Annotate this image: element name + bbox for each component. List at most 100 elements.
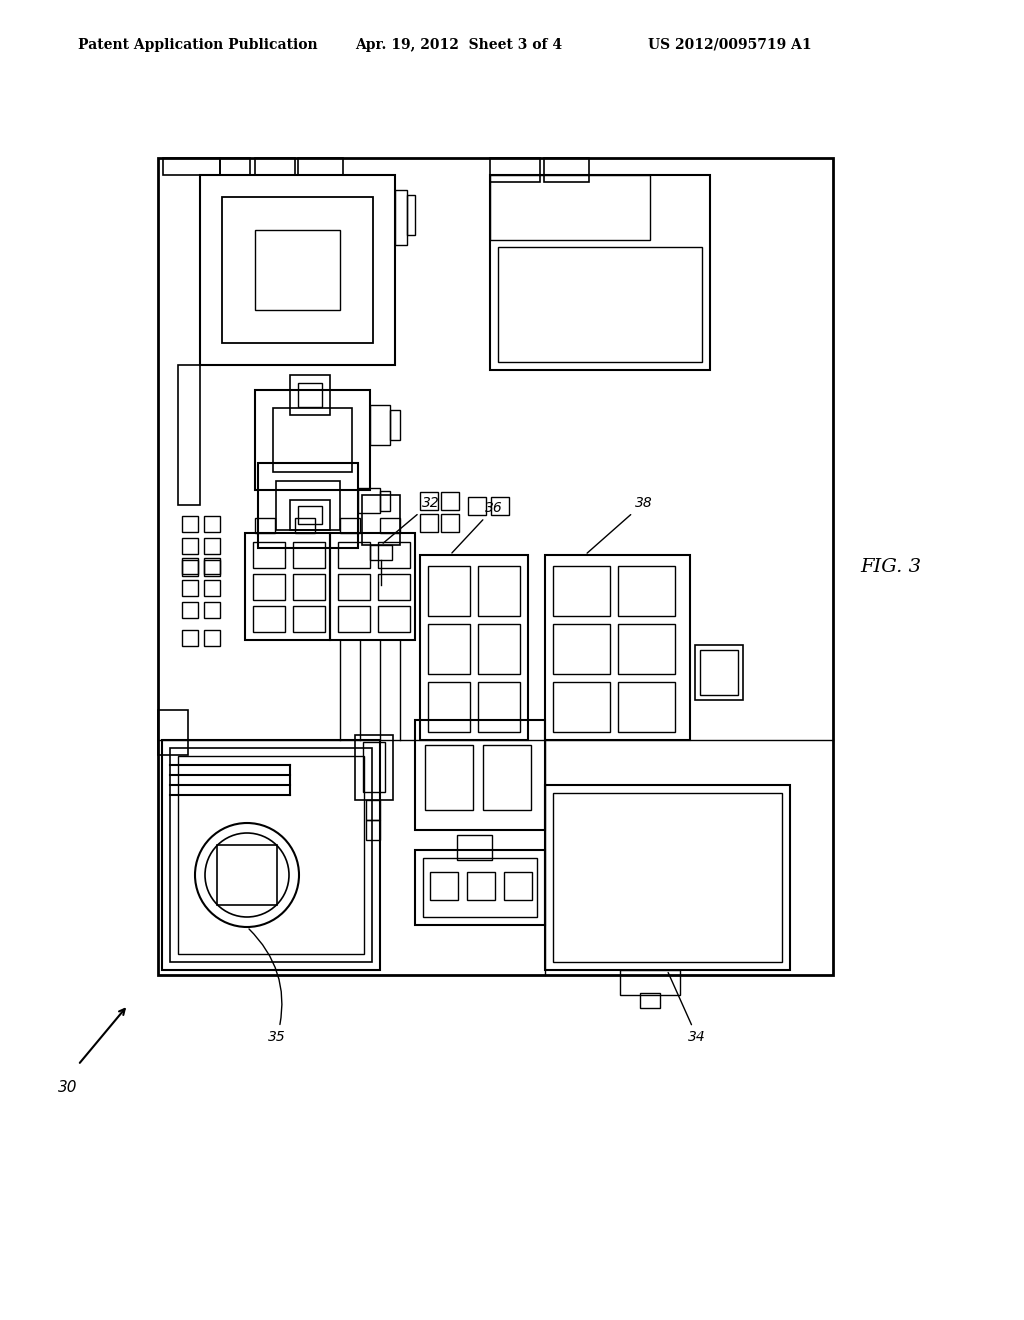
Bar	[553, 624, 610, 675]
Bar	[695, 645, 743, 700]
Bar	[378, 574, 410, 601]
Text: 36: 36	[452, 502, 503, 553]
Text: 35: 35	[249, 929, 286, 1044]
Bar	[182, 558, 198, 574]
Bar	[293, 574, 325, 601]
Bar	[420, 554, 528, 741]
Bar	[483, 744, 531, 810]
Text: US 2012/0095719 A1: US 2012/0095719 A1	[648, 38, 812, 51]
Bar	[182, 539, 198, 554]
Bar	[290, 500, 330, 531]
Bar	[217, 845, 278, 906]
Bar	[253, 606, 285, 632]
Bar	[478, 566, 520, 616]
Bar	[182, 579, 198, 597]
Bar	[355, 735, 393, 800]
Bar	[340, 517, 360, 533]
Bar	[441, 492, 459, 510]
Bar	[553, 682, 610, 733]
Bar	[362, 495, 400, 545]
Bar	[182, 516, 198, 532]
Bar	[378, 606, 410, 632]
Bar	[428, 624, 470, 675]
Bar	[415, 850, 545, 925]
Bar	[428, 682, 470, 733]
Bar	[338, 606, 370, 632]
Bar	[200, 176, 395, 366]
Bar	[222, 197, 373, 343]
Bar	[380, 491, 390, 511]
Bar	[220, 158, 250, 176]
Bar	[158, 710, 188, 755]
Bar	[170, 748, 372, 962]
Bar	[293, 543, 325, 568]
Bar	[640, 993, 660, 1008]
Bar	[490, 158, 540, 182]
Bar	[162, 741, 380, 970]
Bar	[330, 533, 415, 640]
Bar	[395, 190, 407, 246]
Bar	[618, 624, 675, 675]
Text: FIG. 3: FIG. 3	[860, 558, 921, 576]
Bar	[204, 630, 220, 645]
Bar	[545, 785, 790, 970]
Bar	[380, 517, 400, 533]
Bar	[255, 389, 370, 490]
Bar	[182, 560, 198, 576]
Bar	[255, 230, 340, 310]
Bar	[158, 158, 833, 975]
Bar	[163, 158, 220, 176]
Text: 38: 38	[587, 496, 652, 553]
Bar	[366, 820, 380, 840]
Bar	[204, 516, 220, 532]
Bar	[430, 873, 458, 900]
Bar	[425, 744, 473, 810]
Bar	[178, 756, 364, 954]
Bar	[620, 970, 680, 995]
Bar	[378, 543, 410, 568]
Bar	[366, 800, 380, 820]
Bar	[490, 498, 509, 515]
Bar	[490, 176, 650, 240]
Bar	[255, 158, 295, 176]
Bar	[420, 492, 438, 510]
Bar	[407, 195, 415, 235]
Bar	[358, 488, 380, 513]
Bar	[204, 602, 220, 618]
Text: Patent Application Publication: Patent Application Publication	[78, 38, 317, 51]
Bar	[490, 176, 710, 370]
Bar	[700, 649, 738, 696]
Bar	[478, 624, 520, 675]
Bar	[428, 566, 470, 616]
Bar	[338, 574, 370, 601]
Bar	[293, 606, 325, 632]
Bar	[182, 602, 198, 618]
Bar	[258, 463, 358, 548]
Bar	[245, 533, 330, 640]
Bar	[204, 539, 220, 554]
Bar	[273, 408, 352, 473]
Text: 30: 30	[58, 1080, 78, 1096]
Bar	[467, 873, 495, 900]
Bar	[204, 579, 220, 597]
Bar	[468, 498, 486, 515]
Bar	[423, 858, 537, 917]
Bar	[178, 366, 200, 506]
Bar	[498, 247, 702, 362]
Bar	[618, 682, 675, 733]
Bar	[478, 682, 520, 733]
Bar	[290, 375, 330, 414]
Bar	[457, 836, 492, 861]
Text: Apr. 19, 2012  Sheet 3 of 4: Apr. 19, 2012 Sheet 3 of 4	[355, 38, 562, 51]
Bar	[370, 545, 392, 560]
Text: 32: 32	[383, 496, 439, 544]
Bar	[298, 383, 322, 407]
Bar	[390, 411, 400, 440]
Bar	[276, 480, 340, 531]
Bar	[553, 566, 610, 616]
Bar	[544, 158, 589, 182]
Bar	[182, 630, 198, 645]
Bar	[370, 405, 390, 445]
Bar	[441, 513, 459, 532]
Bar	[618, 566, 675, 616]
